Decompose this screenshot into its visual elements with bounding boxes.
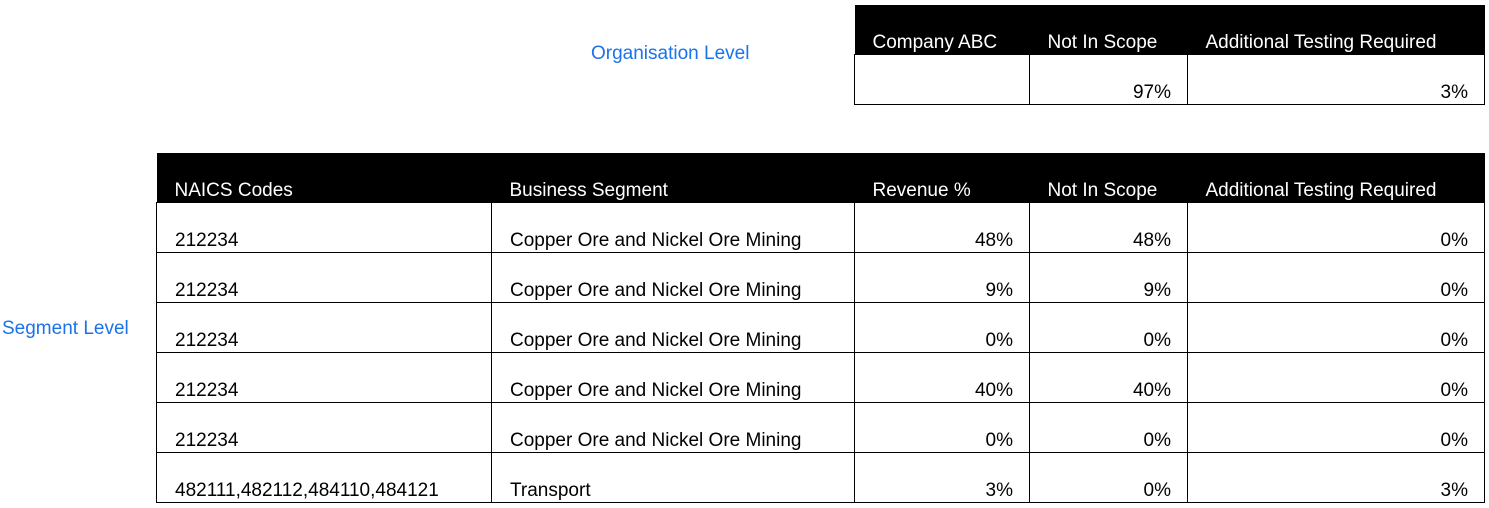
cell-not-in-scope: 97% (1029, 54, 1188, 105)
header-additional-testing: Additional Testing Required (1187, 5, 1485, 55)
cell-revenue: 3% (854, 452, 1030, 503)
header-revenue: Revenue % (854, 153, 1030, 203)
cell-segment: Copper Ore and Nickel Ore Mining (491, 202, 855, 253)
cell-additional-testing: 0% (1187, 402, 1485, 453)
cell-additional-testing: 0% (1187, 202, 1485, 253)
cell-company (854, 54, 1030, 105)
cell-revenue: 48% (854, 202, 1030, 253)
cell-not-in-scope: 48% (1029, 202, 1188, 253)
cell-naics: 212234 (156, 252, 492, 303)
cell-not-in-scope: 0% (1029, 452, 1188, 503)
table-row: 482111,482112,484110,484121 Transport 3%… (156, 452, 1485, 503)
organisation-row: 97% 3% (854, 54, 1485, 105)
cell-additional-testing: 3% (1187, 54, 1485, 105)
cell-additional-testing: 0% (1187, 352, 1485, 403)
header-not-in-scope: Not In Scope (1029, 5, 1188, 55)
cell-segment: Copper Ore and Nickel Ore Mining (491, 402, 855, 453)
cell-naics: 482111,482112,484110,484121 (156, 452, 492, 503)
cell-naics: 212234 (156, 402, 492, 453)
segment-header-row: NAICS Codes Business Segment Revenue % N… (156, 153, 1485, 203)
table-row: 212234 Copper Ore and Nickel Ore Mining … (156, 252, 1485, 303)
cell-revenue: 0% (854, 402, 1030, 453)
table-row: 212234 Copper Ore and Nickel Ore Mining … (156, 402, 1485, 453)
cell-segment: Copper Ore and Nickel Ore Mining (491, 352, 855, 403)
organisation-table: Company ABC Not In Scope Additional Test… (854, 5, 1485, 105)
cell-segment: Transport (491, 452, 855, 503)
cell-not-in-scope: 0% (1029, 302, 1188, 353)
header-additional-testing: Additional Testing Required (1187, 153, 1485, 203)
table-row: 212234 Copper Ore and Nickel Ore Mining … (156, 302, 1485, 353)
table-row: 212234 Copper Ore and Nickel Ore Mining … (156, 202, 1485, 253)
segment-level-label: Segment Level (2, 318, 129, 339)
cell-segment: Copper Ore and Nickel Ore Mining (491, 302, 855, 353)
cell-naics: 212234 (156, 352, 492, 403)
header-naics-codes: NAICS Codes (156, 153, 492, 203)
cell-additional-testing: 0% (1187, 252, 1485, 303)
cell-not-in-scope: 40% (1029, 352, 1188, 403)
header-not-in-scope: Not In Scope (1029, 153, 1188, 203)
cell-not-in-scope: 9% (1029, 252, 1188, 303)
cell-naics: 212234 (156, 302, 492, 353)
cell-additional-testing: 0% (1187, 302, 1485, 353)
segment-table: NAICS Codes Business Segment Revenue % N… (156, 153, 1485, 503)
organisation-header-row: Company ABC Not In Scope Additional Test… (854, 5, 1485, 55)
cell-naics: 212234 (156, 202, 492, 253)
table-row: 212234 Copper Ore and Nickel Ore Mining … (156, 352, 1485, 403)
header-business-segment: Business Segment (491, 153, 855, 203)
organisation-level-label: Organisation Level (591, 43, 750, 64)
cell-segment: Copper Ore and Nickel Ore Mining (491, 252, 855, 303)
cell-additional-testing: 3% (1187, 452, 1485, 503)
header-company: Company ABC (854, 5, 1030, 55)
cell-revenue: 9% (854, 252, 1030, 303)
cell-revenue: 40% (854, 352, 1030, 403)
cell-not-in-scope: 0% (1029, 402, 1188, 453)
cell-revenue: 0% (854, 302, 1030, 353)
